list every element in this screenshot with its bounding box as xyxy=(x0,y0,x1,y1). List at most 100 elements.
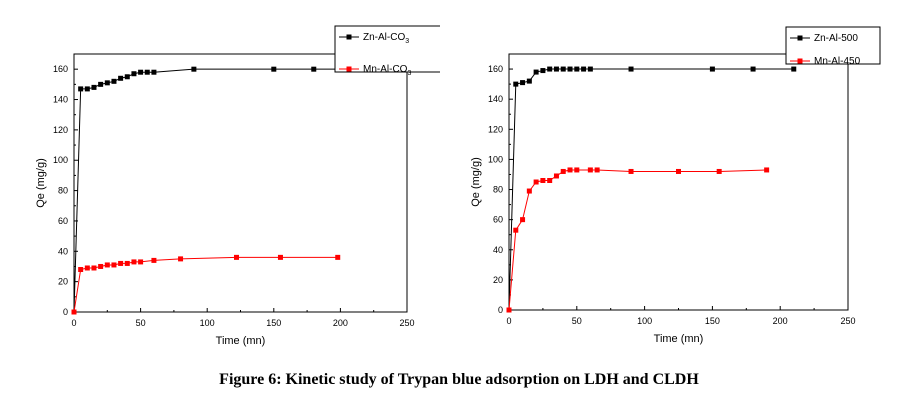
data-point xyxy=(124,260,130,266)
data-point xyxy=(178,256,184,262)
x-tick-label: 150 xyxy=(266,318,281,328)
x-tick-label: 200 xyxy=(773,316,788,326)
data-point xyxy=(191,66,197,72)
y-tick-label: 80 xyxy=(493,185,503,195)
data-point xyxy=(560,66,566,72)
y-tick-label: 160 xyxy=(488,64,503,74)
data-point xyxy=(84,86,90,92)
data-point xyxy=(574,167,580,173)
data-point xyxy=(84,265,90,271)
data-point xyxy=(587,167,593,173)
x-axis-label: Time (mn) xyxy=(654,333,704,345)
y-tick-label: 140 xyxy=(53,95,68,105)
data-point xyxy=(118,260,124,266)
data-point xyxy=(513,227,519,233)
data-point xyxy=(594,167,600,173)
data-point xyxy=(78,267,84,273)
data-point xyxy=(587,66,593,72)
y-tick-label: 60 xyxy=(58,216,68,226)
y-axis-label: Qe (mg/g) xyxy=(470,157,482,207)
data-point xyxy=(131,259,137,265)
data-point xyxy=(111,78,117,84)
x-tick-label: 0 xyxy=(71,318,76,328)
data-point xyxy=(111,262,117,268)
data-point xyxy=(98,263,104,269)
data-point xyxy=(144,69,150,75)
legend-subscript: 3 xyxy=(405,38,409,45)
data-point xyxy=(124,74,130,80)
data-point xyxy=(138,69,144,75)
data-point xyxy=(628,168,634,174)
legend-box xyxy=(334,25,440,73)
data-point xyxy=(277,254,283,260)
legend-subscript: 3 xyxy=(407,70,411,77)
data-point xyxy=(547,177,553,183)
chart-2: 0 50 100 150 200 250 0 20 40 60 80 100 120 140 160 Time… xyxy=(470,26,881,345)
data-point xyxy=(750,66,756,72)
data-point xyxy=(628,66,634,72)
data-point xyxy=(676,168,681,174)
data-point xyxy=(513,81,519,87)
data-point xyxy=(138,259,144,265)
legend-label: Mn-Al-450 xyxy=(814,56,861,67)
plot-frame xyxy=(73,53,408,313)
data-point xyxy=(506,307,512,313)
data-point xyxy=(91,265,97,271)
data-point xyxy=(520,80,526,86)
data-point xyxy=(520,217,526,223)
series-line-0 xyxy=(73,68,354,313)
legend-marker xyxy=(346,66,352,72)
data-point xyxy=(118,75,124,81)
y-tick-label: 20 xyxy=(493,275,503,285)
legend-box xyxy=(785,26,881,65)
series-line-1 xyxy=(73,256,338,313)
data-point xyxy=(78,86,84,92)
data-point xyxy=(553,173,559,179)
series-line-0 xyxy=(508,68,794,311)
y-tick-label: 20 xyxy=(58,277,68,287)
x-tick-label: 50 xyxy=(136,318,146,328)
y-tick-label: 160 xyxy=(53,64,68,74)
data-point xyxy=(533,179,539,185)
legend-marker xyxy=(346,34,352,40)
x-tick-label: 150 xyxy=(705,316,720,326)
x-tick-label: 100 xyxy=(200,318,215,328)
data-point xyxy=(574,66,580,72)
data-point xyxy=(791,66,797,72)
data-point xyxy=(91,84,97,90)
y-tick-label: 80 xyxy=(58,186,68,196)
x-tick-label: 250 xyxy=(840,316,855,326)
data-point xyxy=(526,78,532,84)
data-point xyxy=(234,254,240,260)
data-point xyxy=(567,167,573,173)
y-tick-label: 100 xyxy=(53,155,68,165)
legend-marker xyxy=(797,35,803,41)
x-axis-label: Time (mn) xyxy=(216,335,266,347)
x-tick-label: 250 xyxy=(399,318,414,328)
data-point xyxy=(151,69,157,75)
data-point xyxy=(104,80,110,86)
legend-label: Zn-Al-CO3 xyxy=(363,32,409,45)
y-tick-label: 40 xyxy=(58,246,68,256)
chart-1: 0 50 100 150 200 250 0 20 40 60 80 100 120 140 160 Time… xyxy=(35,25,440,347)
x-tick-label: 100 xyxy=(637,316,652,326)
legend-label: Mn-Al-CO3 xyxy=(363,64,411,77)
data-point xyxy=(104,262,110,268)
data-point xyxy=(764,167,770,173)
data-point xyxy=(526,188,532,194)
plot-frame xyxy=(508,53,849,311)
data-point xyxy=(716,168,722,174)
data-point xyxy=(547,66,553,72)
y-tick-label: 40 xyxy=(493,245,503,255)
y-tick-label: 120 xyxy=(53,125,68,135)
y-tick-label: 140 xyxy=(488,94,503,104)
data-point xyxy=(560,168,566,174)
data-point xyxy=(709,66,715,72)
data-point xyxy=(311,66,317,72)
y-axis-label: Qe (mg/g) xyxy=(35,158,47,208)
data-point xyxy=(581,66,587,72)
data-point xyxy=(567,66,573,72)
data-point xyxy=(98,81,104,87)
data-point xyxy=(540,68,546,74)
y-tick-label: 60 xyxy=(493,215,503,225)
